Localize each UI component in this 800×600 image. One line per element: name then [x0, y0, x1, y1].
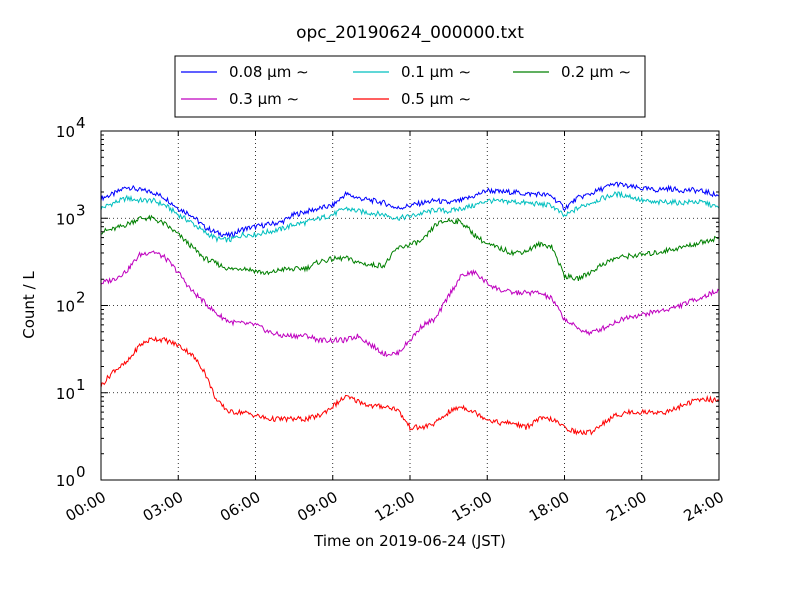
- series-line: [100, 214, 720, 282]
- series-lines: [100, 181, 720, 436]
- legend-label: 0.1 μm ∼: [401, 63, 471, 81]
- series-line: [100, 250, 720, 358]
- y-tick-label: 10: [56, 385, 75, 403]
- chart-title: opc_20190624_000000.txt: [296, 23, 524, 43]
- y-tick-label-exponent: 1: [76, 376, 86, 394]
- series-line: [100, 190, 720, 244]
- series-line: [100, 335, 720, 436]
- y-tick-label-exponent: 3: [76, 201, 86, 219]
- y-tick-label-exponent: 0: [76, 463, 86, 481]
- legend-box: [174, 55, 646, 118]
- legend-label: 0.3 μm ∼: [229, 90, 299, 108]
- y-axis-label: Count / L: [20, 271, 38, 339]
- legend-label: 0.2 μm ∼: [561, 63, 631, 81]
- y-tick-label-exponent: 2: [76, 289, 86, 307]
- x-axis-label: Time on 2019-06-24 (JST): [313, 532, 506, 550]
- y-tick-label: 10: [56, 210, 75, 228]
- y-tick-label: 10: [56, 123, 75, 141]
- grid-lines: [101, 131, 719, 480]
- y-tick-label: 10: [56, 472, 75, 490]
- legend: 0.08 μm ∼ 0.1 μm ∼ 0.2 μm ∼ 0.3 μm ∼ 0.5 μm …: [174, 55, 646, 118]
- legend-label: 0.08 μm ∼: [229, 63, 309, 81]
- y-tick-label: 10: [56, 298, 75, 316]
- legend-label: 0.5 μm ∼: [401, 90, 471, 108]
- series-line: [100, 181, 720, 239]
- y-tick-label-exponent: 4: [76, 114, 86, 132]
